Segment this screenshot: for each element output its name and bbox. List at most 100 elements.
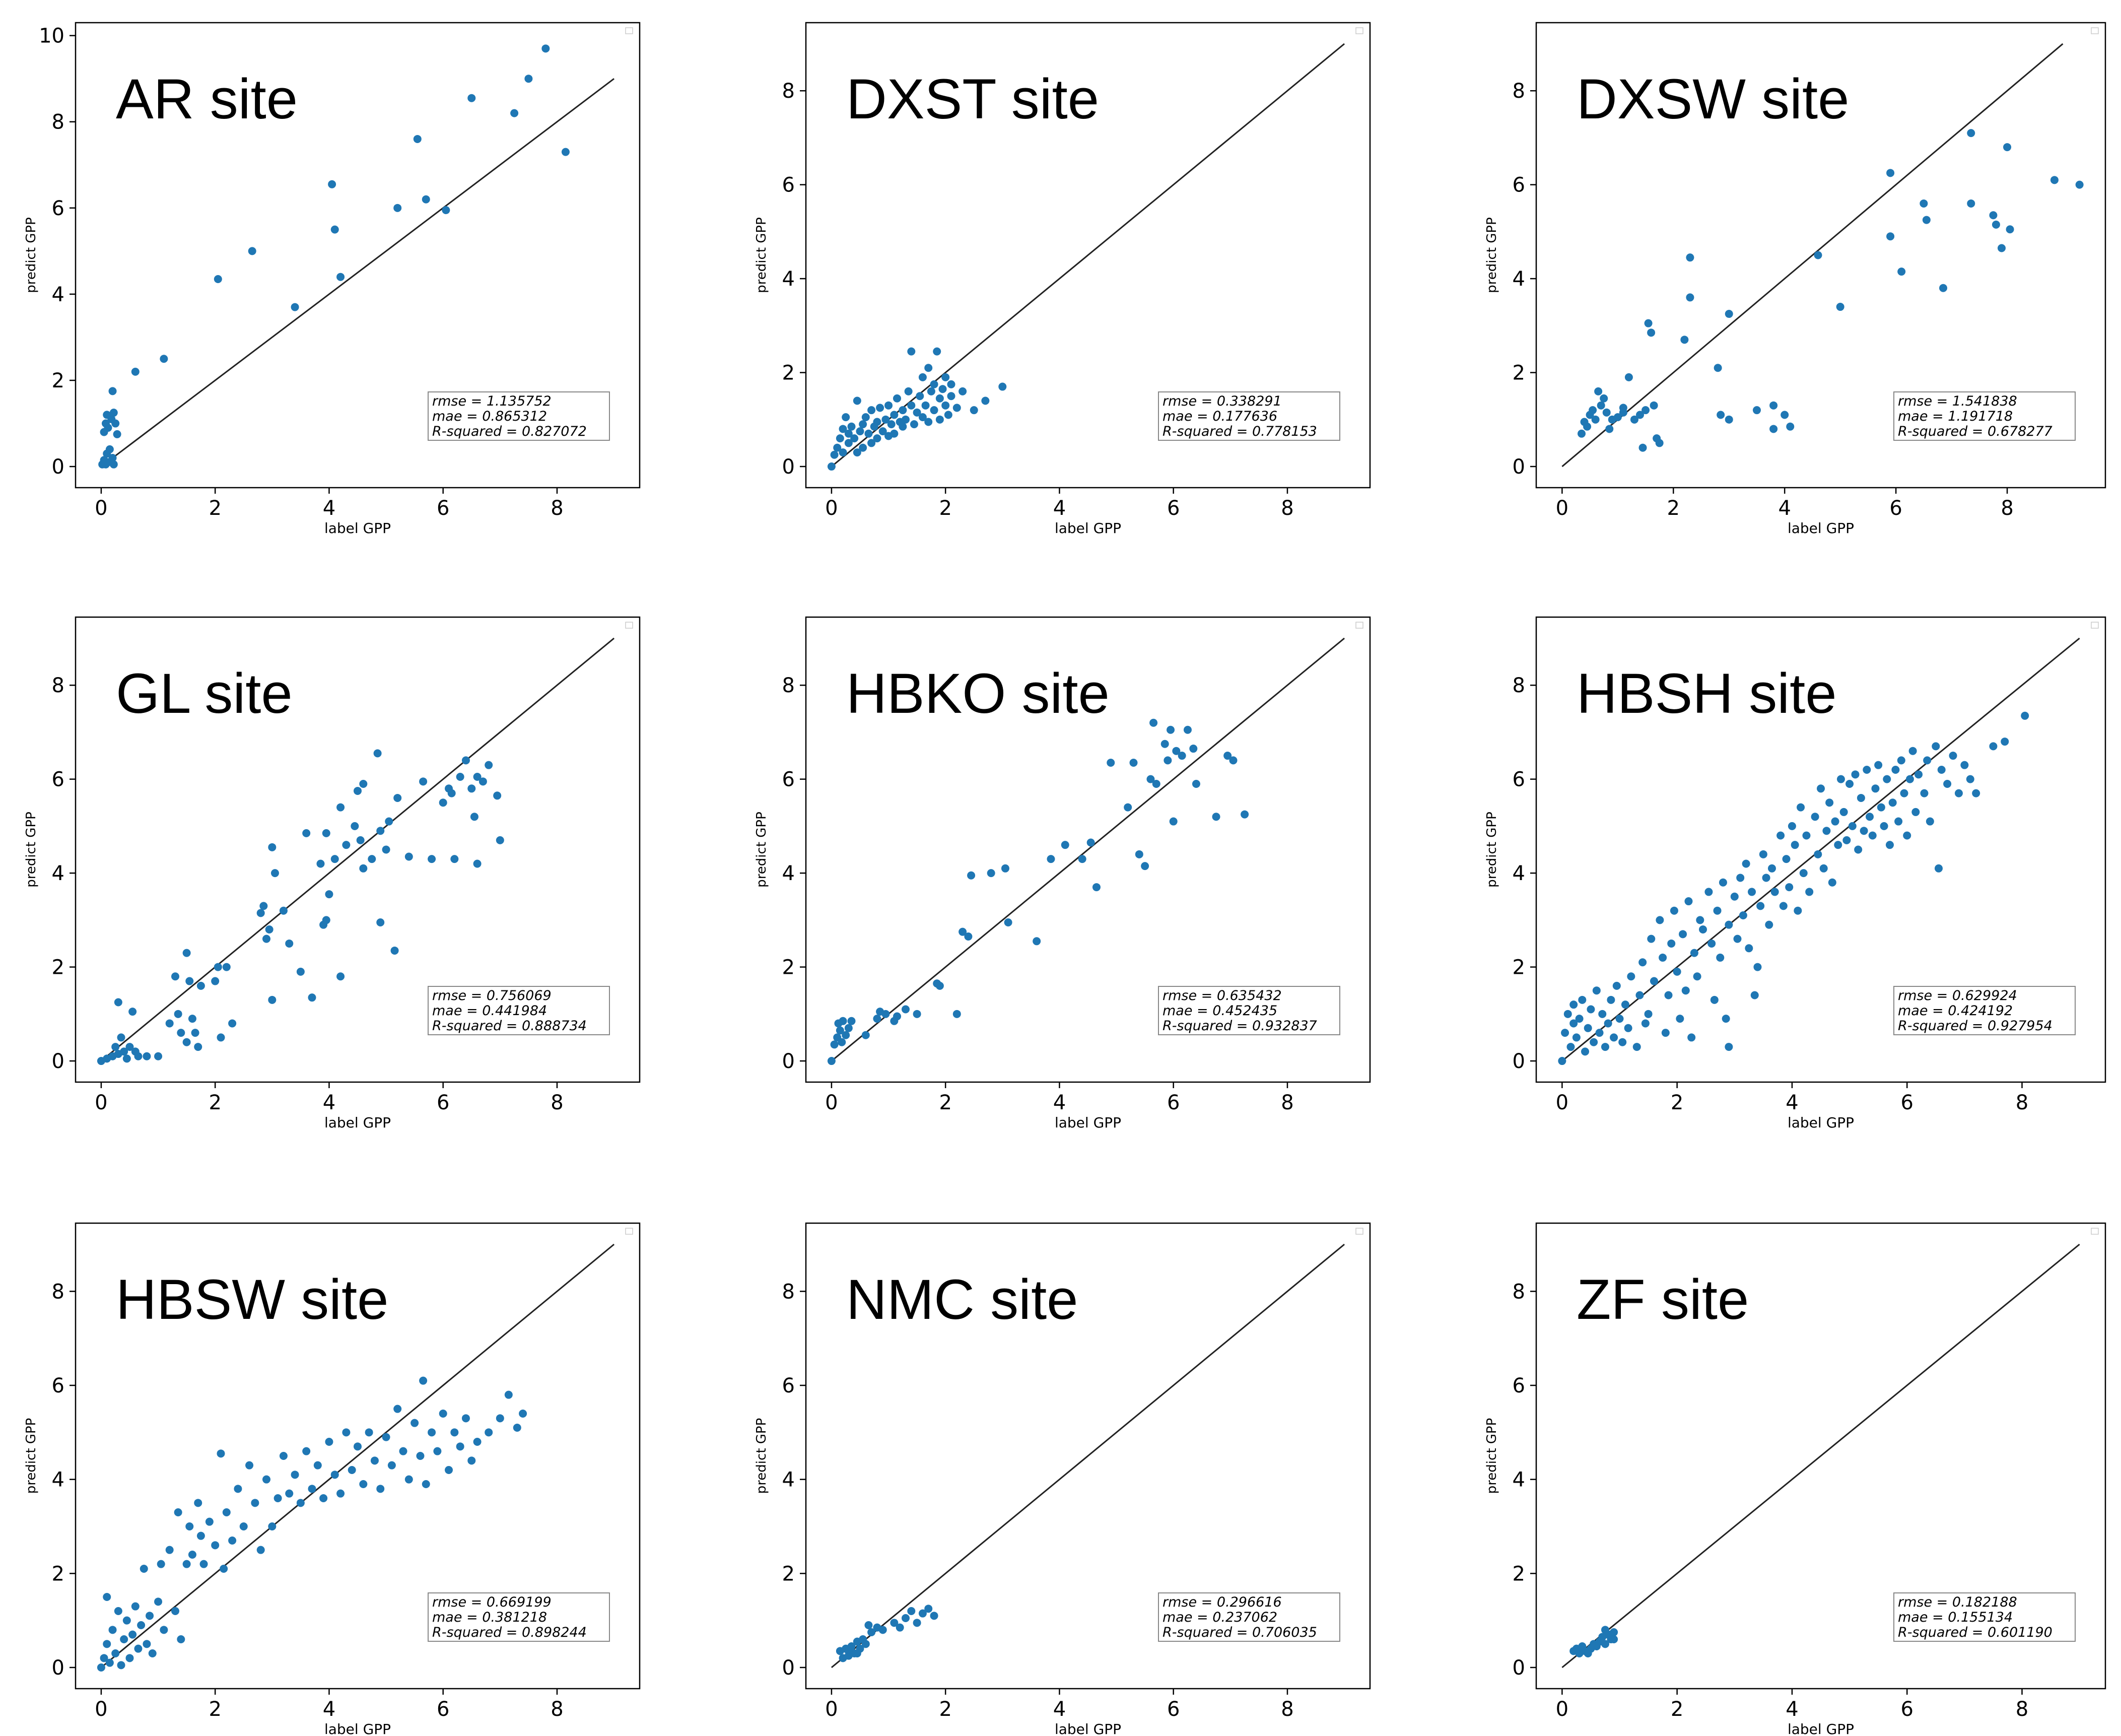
data-point: [867, 1628, 876, 1636]
data-point: [1863, 766, 1871, 774]
data-point: [467, 1456, 476, 1465]
data-point: [524, 75, 533, 83]
data-point: [296, 1499, 305, 1507]
x-tick-label: 6: [1167, 1698, 1180, 1721]
y-tick-label: 0: [1513, 1656, 1525, 1680]
data-point: [359, 1480, 368, 1488]
data-point: [1690, 949, 1698, 957]
data-point: [165, 1019, 174, 1028]
data-point: [1615, 1015, 1624, 1023]
data-point: [884, 401, 893, 410]
data-point: [859, 420, 867, 429]
data-point: [373, 749, 382, 758]
y-tick-label: 6: [782, 768, 795, 791]
data-point: [1624, 1024, 1632, 1032]
data-point: [1900, 789, 1908, 797]
y-axis-label: predict GPP: [754, 812, 769, 888]
data-point: [1644, 1010, 1653, 1018]
data-point: [1644, 319, 1653, 327]
data-point: [1848, 822, 1857, 830]
data-point: [1667, 939, 1676, 948]
data-point: [853, 1649, 861, 1657]
data-point: [541, 44, 550, 53]
data-point: [1680, 336, 1689, 344]
data-point: [100, 1654, 108, 1662]
panel-title: AR site: [116, 68, 298, 130]
data-point: [194, 1043, 202, 1051]
data-point: [188, 1551, 196, 1559]
data-point: [924, 418, 933, 426]
data-point: [1885, 841, 1894, 849]
data-point: [157, 1560, 165, 1568]
stats-line: mae = 1.191718: [1898, 409, 2013, 424]
data-point: [850, 434, 859, 443]
y-tick-label: 0: [782, 1050, 795, 1073]
data-point: [1788, 822, 1796, 830]
data-point: [838, 1038, 846, 1046]
data-point: [941, 373, 950, 381]
data-point: [188, 1015, 196, 1023]
data-point: [1636, 411, 1645, 419]
data-point: [1613, 413, 1622, 422]
data-point: [1736, 874, 1745, 882]
y-tick-label: 8: [782, 80, 795, 103]
data-point: [308, 993, 316, 1002]
data-point: [959, 387, 967, 395]
data-point: [1914, 770, 1923, 779]
data-point: [108, 1626, 117, 1634]
data-point: [1146, 775, 1155, 783]
data-point: [279, 1452, 288, 1460]
data-point: [485, 1428, 493, 1437]
data-point: [342, 841, 351, 849]
data-point: [1725, 310, 1733, 318]
y-tick-label: 2: [782, 956, 795, 979]
data-point: [410, 1419, 419, 1427]
data-point: [1670, 906, 1678, 915]
data-point: [419, 1376, 428, 1385]
stats-line: rmse = 0.669199: [432, 1594, 552, 1610]
data-point: [1679, 930, 1687, 939]
data-point: [844, 429, 853, 438]
data-point: [899, 422, 907, 431]
x-tick-label: 6: [1167, 1091, 1180, 1114]
data-point: [1229, 756, 1238, 765]
data-point: [485, 761, 493, 769]
data-point: [330, 1471, 339, 1479]
chart-panel: 0 2 4 6 8 0 2 4 6 8 label GPP predict GPP HBSW site r…: [24, 1222, 641, 1736]
data-point: [428, 855, 436, 863]
data-point: [1673, 967, 1681, 976]
stats-line: rmse = 1.135752: [432, 393, 552, 409]
y-tick-label: 6: [1513, 768, 1525, 791]
data-point: [1967, 129, 1975, 138]
data-point: [867, 406, 876, 415]
data-point: [1164, 756, 1172, 765]
data-point: [1589, 406, 1597, 415]
data-point: [1610, 1635, 1618, 1643]
data-point: [177, 1029, 185, 1037]
x-tick-label: 2: [939, 497, 951, 520]
data-point: [1989, 742, 1998, 751]
data-point: [1618, 1038, 1627, 1046]
y-tick-label: 8: [1513, 1280, 1525, 1303]
data-point: [896, 1623, 904, 1632]
y-tick-label: 6: [1513, 1374, 1525, 1397]
stats-box: [1893, 1592, 2076, 1642]
data-point: [182, 1560, 191, 1568]
data-point: [1591, 415, 1600, 424]
x-tick-label: 8: [1281, 1091, 1293, 1114]
data-point: [1877, 803, 1885, 812]
data-point: [171, 972, 179, 981]
data-point: [1767, 864, 1776, 873]
data-point: [899, 406, 907, 415]
data-point: [385, 817, 393, 826]
legend-box: [1355, 27, 1363, 34]
data-point: [1610, 1033, 1618, 1042]
data-point: [1569, 1019, 1578, 1028]
y-tick-label: 2: [1513, 362, 1525, 385]
data-point: [1786, 422, 1795, 431]
data-point: [935, 981, 944, 990]
data-point: [907, 401, 916, 410]
y-tick-label: 4: [782, 268, 795, 291]
data-point: [365, 1428, 373, 1437]
y-tick-label: 0: [52, 455, 64, 479]
